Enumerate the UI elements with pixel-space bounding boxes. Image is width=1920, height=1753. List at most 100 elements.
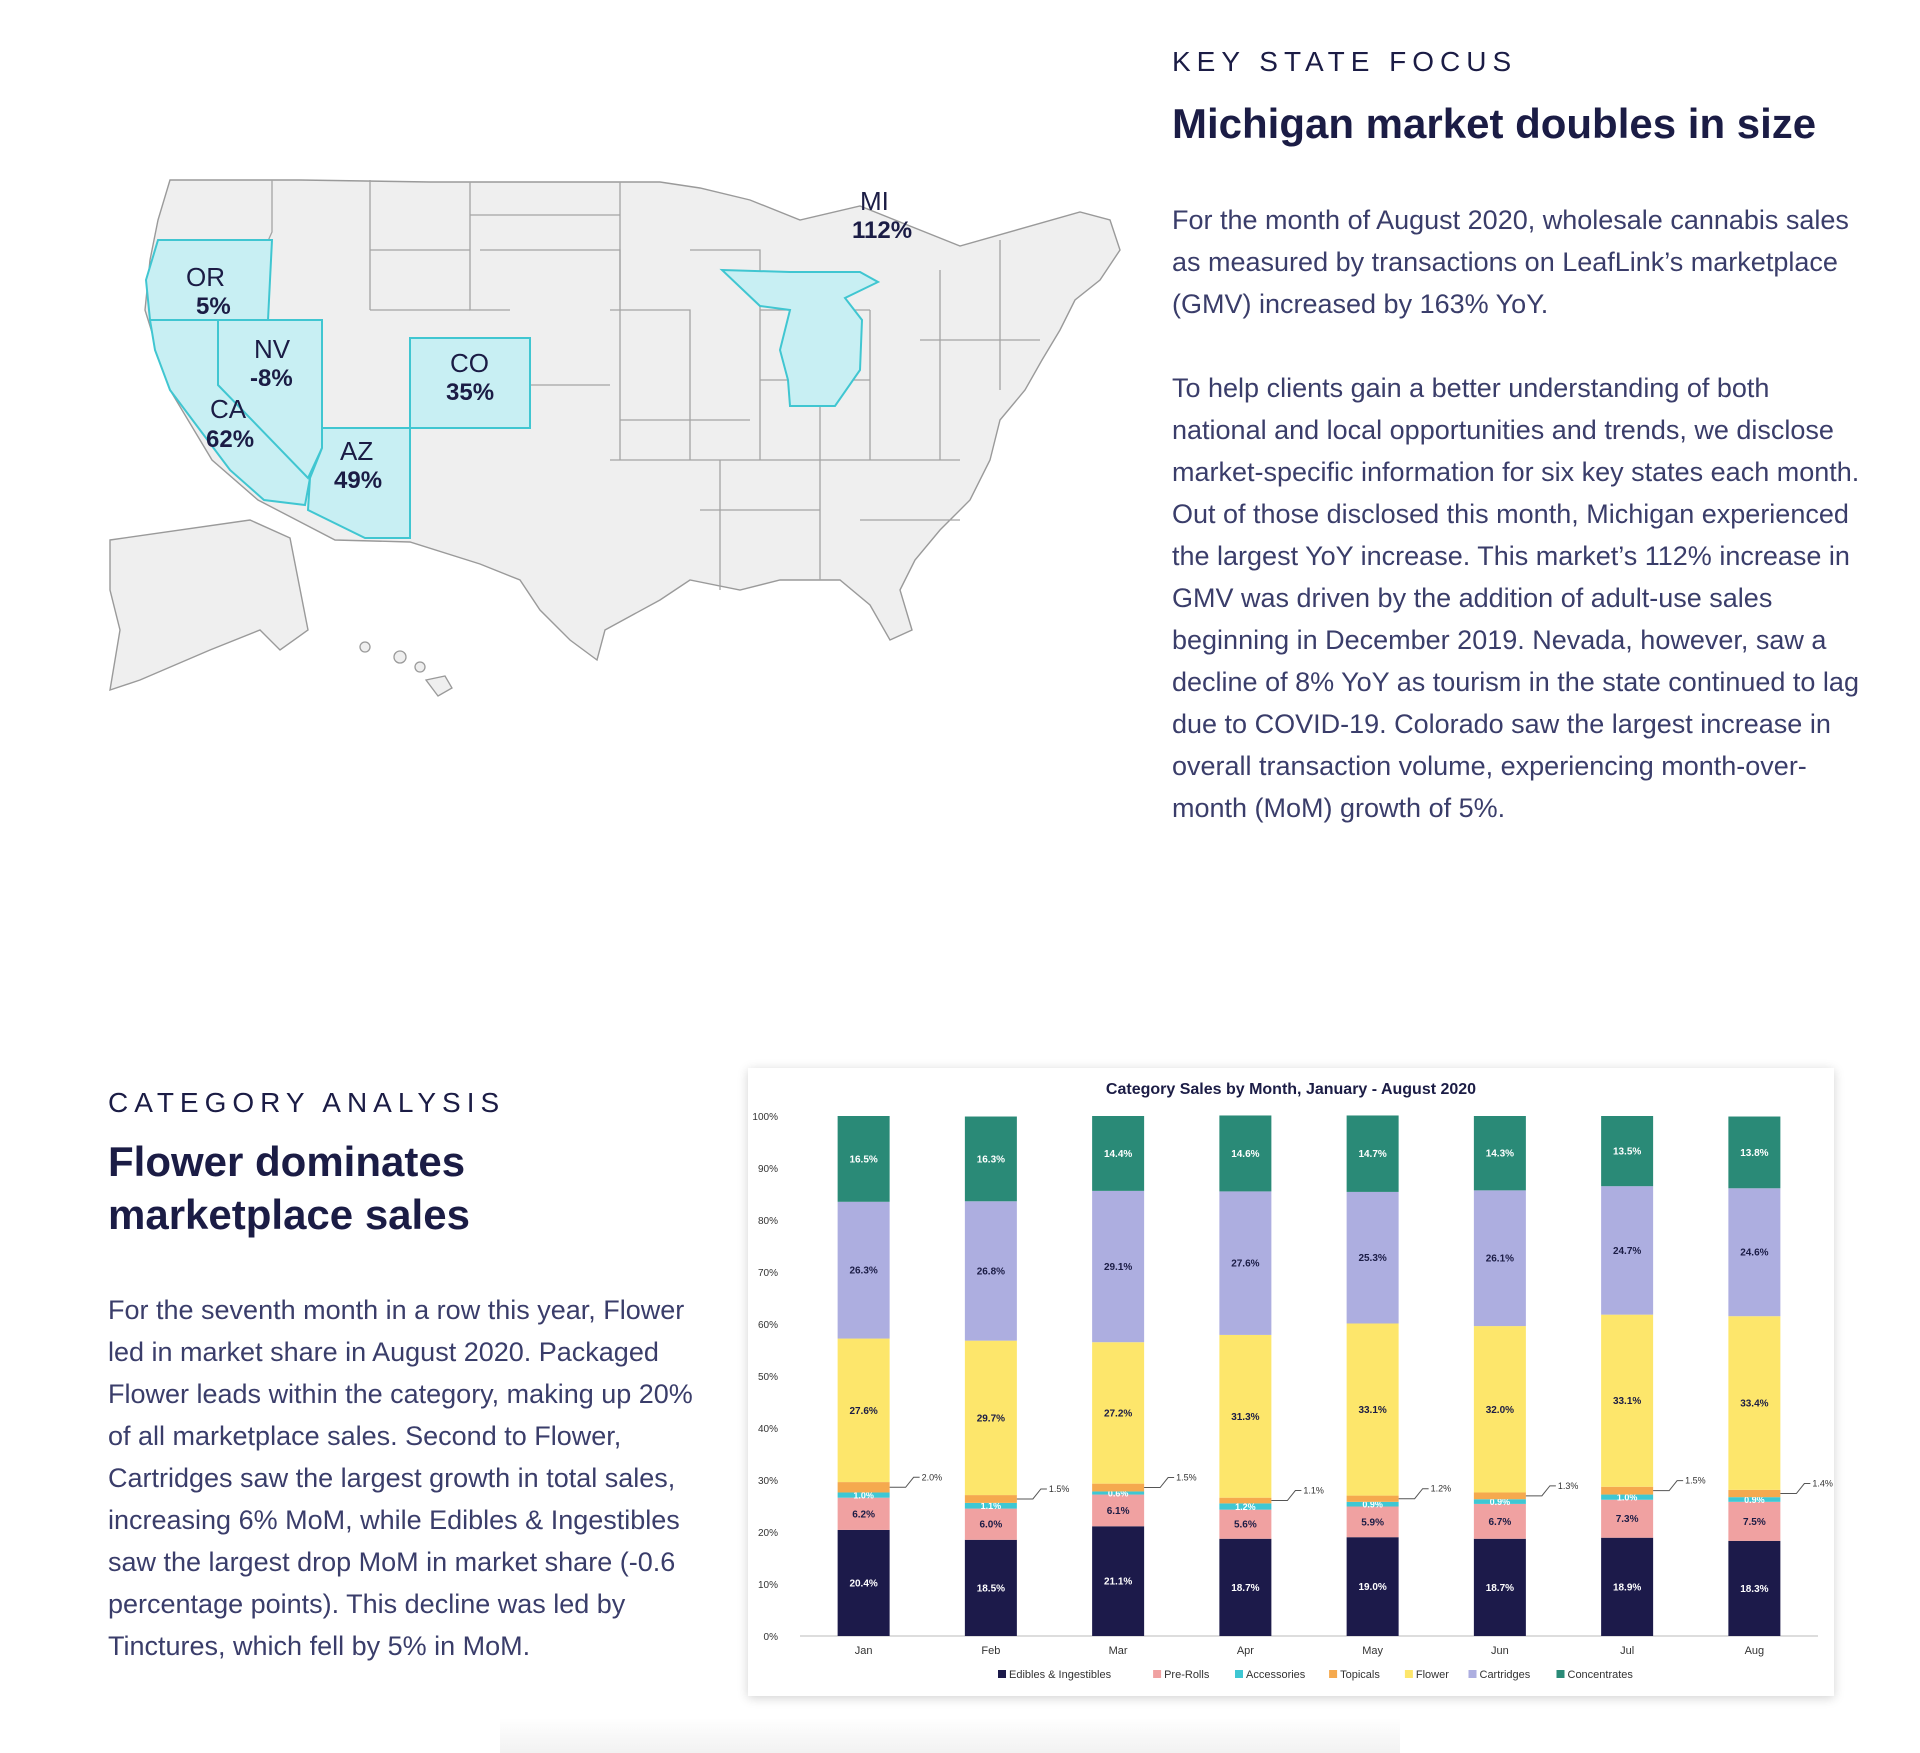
legend-label: Topicals bbox=[1340, 1669, 1380, 1681]
map-pct-co: 35% bbox=[446, 379, 494, 406]
map-code-az: AZ bbox=[340, 436, 373, 466]
x-tick-label: Feb bbox=[981, 1645, 1000, 1657]
bar-segment bbox=[837, 1338, 890, 1483]
map-label-nv: NV -8% bbox=[250, 334, 293, 392]
data-label-leader bbox=[1398, 1488, 1429, 1500]
legend-swatch bbox=[1556, 1670, 1565, 1678]
map-pct-ca: 62% bbox=[206, 426, 254, 453]
state-colorado bbox=[409, 337, 531, 429]
data-label: 24.7% bbox=[1613, 1246, 1641, 1257]
category-analysis-eyebrow: CATEGORY ANALYSIS bbox=[108, 1087, 506, 1118]
bar-segment bbox=[1346, 1537, 1399, 1636]
bar-segment bbox=[1473, 1190, 1526, 1327]
bar-segment bbox=[1219, 1503, 1272, 1510]
y-tick-label: 90% bbox=[758, 1164, 778, 1175]
x-tick-label: Jun bbox=[1491, 1645, 1509, 1657]
chart-legend: Edibles & Ingestibles Pre-Rolls Accessorie… bbox=[998, 1669, 1633, 1681]
data-label: 0.9% bbox=[1362, 1500, 1383, 1510]
data-label: 29.7% bbox=[977, 1413, 1005, 1424]
data-label: 33.1% bbox=[1358, 1405, 1386, 1416]
bar-segment bbox=[1601, 1494, 1654, 1500]
flower-headline-line-1: Flower dominates bbox=[108, 1138, 466, 1185]
bar-segment bbox=[1092, 1494, 1145, 1527]
data-label-leader bbox=[1016, 1488, 1047, 1500]
bar-segment bbox=[1728, 1316, 1781, 1490]
us-map: OR 5% NV -8% CA 62% AZ 49% CO 35% MI 112… bbox=[109, 179, 1121, 697]
data-label: 24.6% bbox=[1740, 1248, 1768, 1259]
map-code-or: OR bbox=[186, 262, 225, 292]
x-tick-label: Mar bbox=[1109, 1645, 1128, 1657]
data-label: 1.1% bbox=[1303, 1486, 1324, 1496]
x-tick-label: Jul bbox=[1620, 1645, 1634, 1657]
data-label: 13.8% bbox=[1740, 1148, 1768, 1159]
data-label: 18.7% bbox=[1231, 1583, 1259, 1594]
map-pct-az: 49% bbox=[334, 467, 382, 494]
bar-segment bbox=[1092, 1483, 1145, 1492]
map-code-nv: NV bbox=[254, 334, 291, 364]
data-label: 27.6% bbox=[849, 1406, 877, 1417]
chart-title: Category Sales by Month, January - Augus… bbox=[1106, 1081, 1476, 1098]
y-tick-label: 30% bbox=[758, 1476, 778, 1487]
bar-segment bbox=[837, 1492, 890, 1498]
bar-segment bbox=[1092, 1190, 1145, 1343]
bar-segment bbox=[1219, 1191, 1272, 1335]
y-tick-label: 0% bbox=[764, 1632, 779, 1643]
bar-segment bbox=[1728, 1116, 1781, 1189]
bar-segment bbox=[964, 1340, 1017, 1496]
chart-bars: 20.4% 6.2% 1.0% 2.0% 27.6% 26.3% 16.5% 18.5% 6.0… bbox=[837, 1115, 1833, 1636]
data-label: 14.3% bbox=[1486, 1149, 1514, 1160]
data-label: 14.4% bbox=[1104, 1149, 1132, 1160]
legend-swatch bbox=[1235, 1670, 1243, 1678]
data-label: 25.3% bbox=[1358, 1253, 1386, 1264]
bar-segment bbox=[1601, 1186, 1654, 1315]
data-label: 19.0% bbox=[1358, 1582, 1386, 1593]
bar-segment bbox=[964, 1502, 1017, 1509]
data-label: 32.0% bbox=[1486, 1405, 1514, 1416]
y-tick-label: 10% bbox=[758, 1580, 778, 1591]
map-pct-or: 5% bbox=[196, 293, 231, 320]
map-label-ca: CA 62% bbox=[206, 394, 254, 453]
x-tick-label: Jan bbox=[855, 1645, 873, 1657]
data-label: 1.5% bbox=[1176, 1473, 1197, 1483]
bar-segment bbox=[1346, 1501, 1399, 1507]
data-label: 33.4% bbox=[1740, 1399, 1768, 1410]
bottom-shadow bbox=[500, 1718, 1400, 1753]
data-label: 31.3% bbox=[1231, 1412, 1259, 1423]
data-label: 0.9% bbox=[1744, 1495, 1765, 1505]
bar-segment bbox=[1219, 1538, 1272, 1636]
data-label: 26.1% bbox=[1486, 1254, 1514, 1265]
state-focus-paragraph-1: For the month of August 2020, wholesale … bbox=[1172, 205, 1849, 319]
state-focus-body: For the month of August 2020, wholesale … bbox=[1172, 199, 1864, 871]
data-label: 26.8% bbox=[977, 1266, 1005, 1277]
bar-segment bbox=[964, 1539, 1017, 1636]
y-tick-label: 20% bbox=[758, 1528, 778, 1539]
bar-segment bbox=[964, 1201, 1017, 1341]
x-tick-label: May bbox=[1362, 1645, 1383, 1657]
data-label: 1.0% bbox=[1617, 1493, 1638, 1503]
data-label: 18.9% bbox=[1613, 1582, 1641, 1593]
category-sales-chart-card: Category Sales by Month, January - Augus… bbox=[748, 1068, 1834, 1696]
data-label: 5.6% bbox=[1234, 1520, 1257, 1531]
data-label: 6.7% bbox=[1488, 1517, 1511, 1528]
bar-segment bbox=[964, 1508, 1017, 1540]
legend-label: Cartridges bbox=[1480, 1669, 1531, 1681]
data-label: 7.5% bbox=[1743, 1517, 1766, 1528]
y-tick-label: 70% bbox=[758, 1268, 778, 1279]
legend-swatch bbox=[1404, 1670, 1413, 1678]
legend-label: Pre-Rolls bbox=[1164, 1669, 1210, 1681]
bar-segment bbox=[1601, 1537, 1654, 1636]
data-label: 6.2% bbox=[852, 1509, 875, 1520]
data-label: 6.1% bbox=[1107, 1506, 1130, 1517]
flower-headline: Flower dominates marketplace sales bbox=[108, 1136, 668, 1241]
bar-segment bbox=[1473, 1503, 1526, 1539]
data-label: 6.0% bbox=[979, 1520, 1002, 1531]
legend-swatch bbox=[1329, 1670, 1338, 1678]
data-label-leader bbox=[1653, 1480, 1684, 1492]
bar-segment bbox=[837, 1116, 890, 1202]
data-label-leader bbox=[1780, 1483, 1811, 1495]
bar-segment bbox=[1346, 1323, 1399, 1496]
data-label: 1.3% bbox=[1558, 1481, 1579, 1491]
data-label: 1.2% bbox=[1235, 1502, 1256, 1512]
bar-segment bbox=[837, 1201, 890, 1339]
x-tick-label: Apr bbox=[1237, 1645, 1254, 1657]
